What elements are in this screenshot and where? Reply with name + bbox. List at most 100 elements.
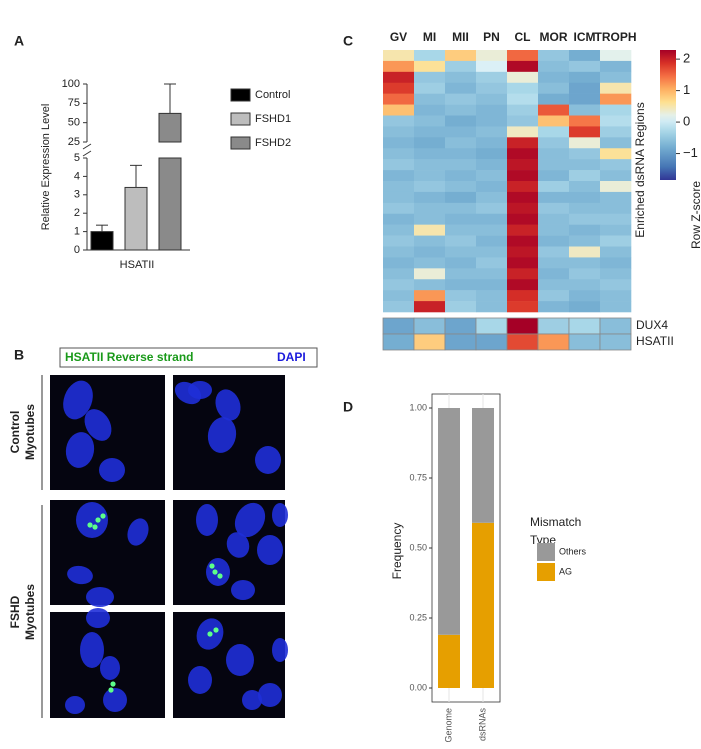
heatmap-cell [538, 148, 570, 160]
heatmap-cell [445, 202, 477, 215]
heatmap-cell [569, 170, 601, 182]
heatmap-cell [445, 181, 477, 193]
heatmap-cell [600, 224, 632, 236]
axis-break [82, 143, 92, 150]
heatmap-cell [414, 137, 446, 149]
heatmap-cell [569, 202, 601, 215]
heatmap-cell [507, 224, 539, 236]
nucleus [188, 666, 212, 694]
heatmap-cell [445, 170, 477, 182]
heatmap-cell [507, 126, 539, 138]
heatmap-cell [476, 224, 508, 236]
heatmap-cell [383, 268, 415, 280]
heatmap-cell [538, 213, 570, 225]
heatmap-cell [383, 60, 415, 73]
annotation-cell [444, 317, 477, 335]
heatmap-cell [383, 301, 415, 313]
legend-swatch [230, 88, 251, 102]
bar-segment [472, 408, 494, 523]
bar-segment [438, 408, 460, 635]
heatmap-cell [538, 235, 570, 247]
annotation-cell [599, 333, 632, 351]
heatmap-cell [569, 60, 601, 73]
heatmap-cell [383, 235, 415, 247]
heatmap-cell [538, 126, 570, 138]
heatmap-cell [383, 93, 415, 105]
heatmap-cell [507, 181, 539, 193]
stain-label: HSATII Reverse strand [65, 350, 194, 364]
heatmap-cell [445, 159, 477, 171]
annotation-cell [413, 317, 446, 335]
y-tick-label: 1.00 [409, 402, 427, 412]
heatmap-cell [445, 224, 477, 236]
x-tick-label: dsRNAs [477, 708, 487, 742]
heatmap-cell [538, 104, 570, 116]
panel-label: A [14, 33, 24, 49]
nucleus [67, 565, 93, 585]
heatmap-cell [476, 181, 508, 193]
heatmap-cell [600, 191, 632, 204]
heatmap-cell [507, 93, 539, 105]
group-label: FSHD [8, 595, 22, 628]
legend-label: AG [559, 566, 572, 576]
y-tick-label: 4 [74, 170, 80, 182]
heatmap-cell [569, 290, 601, 302]
heatmap-cell [538, 301, 570, 313]
bar [124, 186, 148, 251]
heatmap-cell [600, 301, 632, 313]
heatmap-cell [383, 224, 415, 236]
heatmap-cell [569, 148, 601, 160]
legend-swatch [230, 136, 251, 150]
heatmap-cell [476, 126, 508, 138]
heatmap-cell [507, 115, 539, 127]
heatmap-cell [476, 159, 508, 171]
heatmap-cell [507, 159, 539, 171]
signal-dot [213, 627, 219, 633]
colorbar [660, 50, 676, 180]
legend-title: Mismatch [530, 515, 581, 529]
heatmap-cell [445, 235, 477, 247]
heatmap-cell [569, 50, 601, 62]
colorbar-tick-label: 2 [683, 51, 690, 66]
nucleus [63, 380, 93, 420]
heatmap-cell [476, 301, 508, 313]
heatmap-cell [538, 224, 570, 236]
heatmap-cell [600, 257, 632, 269]
colorbar-tick-label: −1 [683, 145, 698, 160]
column-label: TROPH [595, 30, 637, 44]
heatmap-cell [538, 137, 570, 149]
column-label: MII [452, 30, 469, 44]
heatmap-cell [538, 60, 570, 73]
heatmap-cell [445, 279, 477, 291]
heatmap-cell [383, 257, 415, 269]
y-tick-label: 2 [74, 207, 80, 219]
colorbar-label: Row Z-score [689, 181, 701, 249]
heatmap-cell [600, 246, 632, 258]
heatmap-cell [414, 301, 446, 313]
heatmap-cell [383, 279, 415, 291]
heatmap-cell [383, 213, 415, 225]
heatmap-cell [507, 235, 539, 247]
heatmap-cell [414, 93, 446, 105]
nucleus [206, 558, 230, 586]
bar [158, 112, 182, 143]
heatmap-cell [445, 82, 477, 94]
heatmap-cell [538, 181, 570, 193]
stain-label: DAPI [277, 350, 306, 364]
annotation-cell [475, 333, 508, 351]
y-tick-label: 25 [68, 136, 80, 148]
x-tick-label: Genome [443, 708, 453, 743]
heatmap-cell [569, 268, 601, 280]
heatmap-cell [445, 268, 477, 280]
heatmap-cell [569, 159, 601, 171]
heatmap-cell [569, 181, 601, 193]
heatmap-cell [507, 257, 539, 269]
heatmap-cell [383, 137, 415, 149]
heatmap-cell [507, 170, 539, 182]
y-tick-label: 50 [68, 117, 80, 129]
nucleus [258, 683, 282, 707]
heatmap-cell [414, 104, 446, 116]
heatmap-cell [600, 235, 632, 247]
y-tick-label: 0.50 [409, 542, 427, 552]
